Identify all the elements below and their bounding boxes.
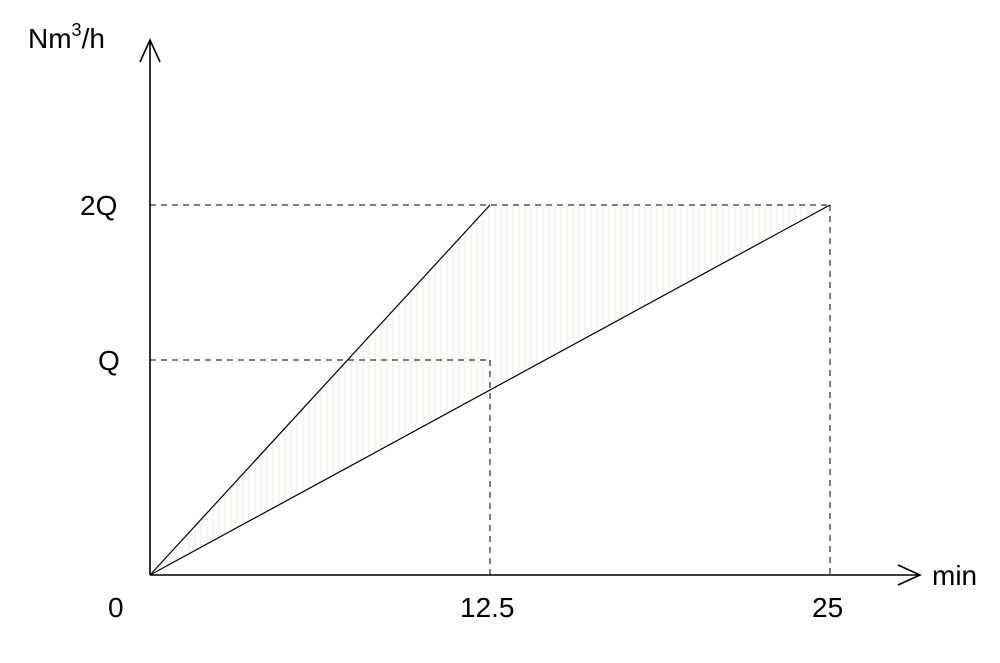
chart-svg — [0, 0, 1000, 658]
y-tick-2q: 2Q — [80, 190, 117, 222]
y-axis-label-text: Nm3/h — [28, 23, 105, 54]
y-tick-q: Q — [98, 345, 120, 377]
x-axis-label: min — [932, 560, 977, 592]
y-axis-label: Nm3/h — [28, 22, 105, 55]
x-tick-25: 25 — [812, 592, 843, 624]
x-tick-12-5: 12.5 — [460, 592, 515, 624]
chart-container: Nm3/h min 2Q Q 0 12.5 25 — [0, 0, 1000, 658]
origin-label: 0 — [108, 592, 124, 624]
